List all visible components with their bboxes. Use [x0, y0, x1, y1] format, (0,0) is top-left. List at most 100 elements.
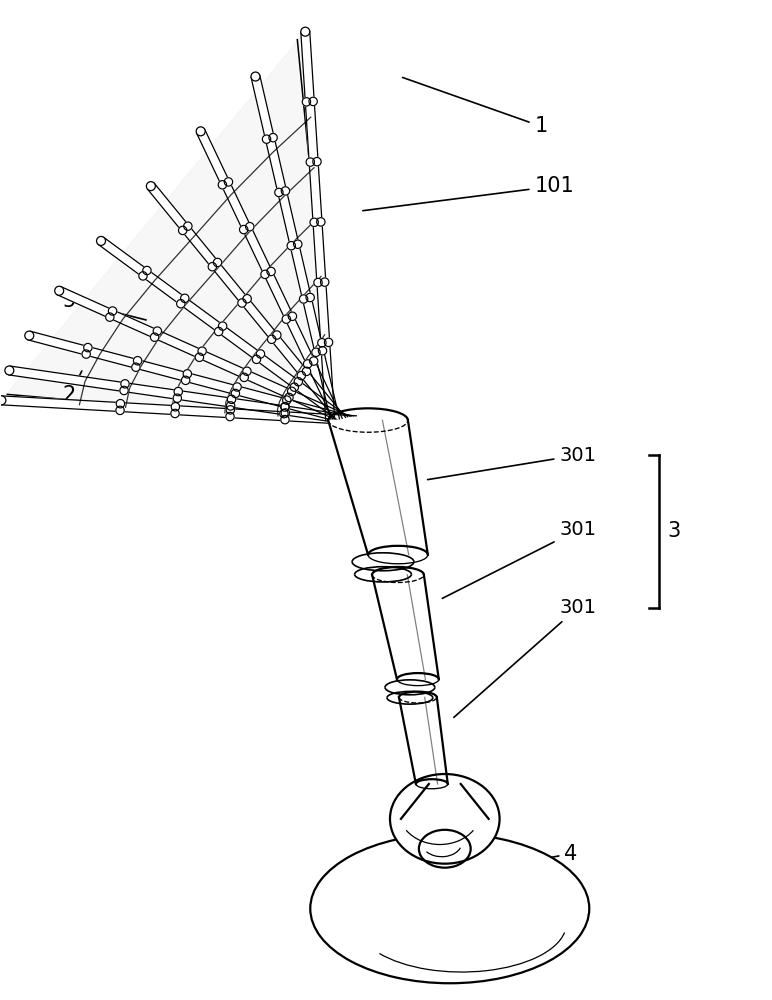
Circle shape: [218, 181, 226, 189]
Text: 2: 2: [63, 371, 82, 405]
Circle shape: [282, 315, 290, 323]
Circle shape: [288, 312, 296, 320]
Circle shape: [275, 188, 283, 197]
Circle shape: [300, 295, 308, 303]
Polygon shape: [197, 129, 342, 422]
Circle shape: [273, 331, 281, 339]
Circle shape: [171, 409, 179, 418]
Circle shape: [281, 415, 290, 424]
Polygon shape: [251, 76, 340, 421]
Circle shape: [106, 313, 114, 321]
Circle shape: [312, 348, 320, 356]
Circle shape: [303, 360, 312, 368]
Circle shape: [314, 278, 322, 287]
Circle shape: [251, 72, 260, 81]
Circle shape: [310, 357, 318, 365]
Circle shape: [139, 272, 147, 280]
Circle shape: [196, 127, 205, 136]
Circle shape: [281, 187, 290, 195]
Circle shape: [171, 403, 180, 411]
Circle shape: [178, 226, 187, 235]
Circle shape: [228, 395, 235, 403]
Circle shape: [120, 380, 129, 388]
Circle shape: [117, 400, 124, 408]
Circle shape: [309, 97, 317, 106]
Polygon shape: [57, 287, 350, 424]
Circle shape: [285, 393, 293, 402]
Circle shape: [243, 295, 252, 303]
Circle shape: [301, 27, 310, 36]
Circle shape: [147, 182, 155, 191]
Circle shape: [297, 371, 306, 380]
Circle shape: [303, 367, 310, 376]
Circle shape: [239, 225, 248, 234]
Circle shape: [132, 363, 140, 371]
Polygon shape: [28, 331, 351, 425]
Polygon shape: [399, 697, 448, 784]
Text: 301: 301: [442, 520, 597, 598]
Polygon shape: [2, 32, 356, 420]
Text: 3: 3: [667, 521, 680, 541]
Circle shape: [267, 335, 276, 343]
Circle shape: [279, 409, 288, 418]
Circle shape: [181, 294, 189, 303]
Circle shape: [108, 307, 117, 315]
Circle shape: [83, 343, 92, 352]
Circle shape: [177, 300, 185, 308]
Circle shape: [181, 376, 190, 385]
Circle shape: [281, 402, 290, 411]
Polygon shape: [372, 575, 438, 679]
Text: 101: 101: [363, 176, 574, 211]
Circle shape: [306, 158, 314, 166]
Circle shape: [269, 133, 277, 142]
Circle shape: [5, 366, 14, 375]
Circle shape: [267, 267, 276, 276]
Ellipse shape: [310, 834, 589, 983]
Circle shape: [256, 350, 265, 358]
Circle shape: [313, 157, 321, 166]
Circle shape: [287, 242, 296, 250]
Circle shape: [242, 367, 251, 375]
Polygon shape: [8, 366, 354, 425]
Circle shape: [195, 353, 204, 361]
Circle shape: [294, 378, 303, 386]
Circle shape: [173, 394, 181, 402]
Circle shape: [218, 322, 227, 330]
Circle shape: [293, 240, 302, 248]
Circle shape: [290, 383, 299, 391]
Circle shape: [208, 263, 216, 271]
Circle shape: [261, 270, 269, 279]
Text: 5: 5: [63, 291, 146, 320]
Circle shape: [310, 218, 318, 227]
Circle shape: [25, 331, 34, 340]
Circle shape: [238, 299, 246, 307]
Polygon shape: [301, 31, 335, 421]
Circle shape: [226, 406, 235, 414]
Circle shape: [184, 222, 192, 230]
Text: 4: 4: [493, 844, 577, 868]
Circle shape: [120, 386, 128, 395]
Circle shape: [183, 370, 191, 378]
Text: 1: 1: [402, 77, 547, 136]
Text: 301: 301: [428, 446, 597, 480]
Circle shape: [283, 396, 291, 404]
Circle shape: [143, 266, 151, 275]
Circle shape: [215, 327, 223, 336]
Circle shape: [213, 258, 222, 267]
Circle shape: [226, 402, 235, 410]
Circle shape: [240, 373, 249, 382]
Circle shape: [82, 350, 90, 358]
Circle shape: [252, 355, 261, 364]
Ellipse shape: [419, 830, 471, 868]
Circle shape: [151, 333, 159, 341]
Circle shape: [134, 357, 142, 365]
Circle shape: [317, 218, 325, 226]
Circle shape: [281, 409, 290, 417]
Polygon shape: [1, 396, 357, 425]
Circle shape: [233, 383, 242, 391]
Circle shape: [174, 387, 182, 396]
Circle shape: [245, 223, 254, 231]
Polygon shape: [147, 183, 346, 423]
Polygon shape: [98, 237, 348, 424]
Circle shape: [224, 178, 232, 186]
